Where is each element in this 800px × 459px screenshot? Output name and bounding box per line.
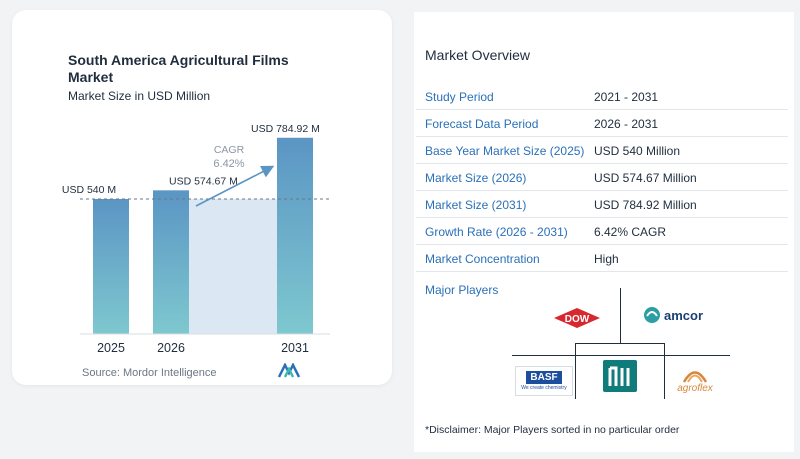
- bar-chart: USD 540 M USD 574.67 M USD 784.92 M 2025 202…: [62, 123, 330, 355]
- mordor-icon: [603, 360, 637, 392]
- dow-logo: DOW: [552, 306, 602, 330]
- x-tick-2025: 2025: [97, 341, 125, 355]
- overview-title: Market Overview: [425, 47, 531, 63]
- bar-2031: [277, 137, 313, 334]
- amcor-icon: [643, 307, 660, 323]
- data-label-2026: USD 574.67 M: [169, 175, 238, 187]
- x-tick-2026: 2026: [157, 341, 185, 355]
- dow-logo-text: DOW: [565, 314, 590, 325]
- agroflex-logo: agroflex: [668, 364, 722, 398]
- amcor-logo-text: amcor: [663, 307, 704, 323]
- source-text: Source: Mordor Intelligence: [82, 367, 217, 379]
- basf-tagline: We create chemistry: [521, 385, 567, 391]
- data-label-2031: USD 784.92 M: [251, 123, 320, 135]
- bar-2026: [153, 190, 189, 334]
- overview-row: Market Size (2026) USD 574.67 Million: [416, 165, 788, 191]
- disclaimer: *Disclaimer: Major Players sorted in no …: [425, 424, 680, 436]
- overview-row: Base Year Market Size (2025) USD 540 Mil…: [416, 138, 788, 164]
- chart-subtitle: Market Size in USD Million: [68, 89, 211, 103]
- data-label-2025: USD 540 M: [62, 184, 116, 196]
- x-tick-2031: 2031: [281, 341, 309, 355]
- basf-logo: BASF We create chemistry: [515, 366, 573, 396]
- overview-value: 2026 - 2031: [594, 117, 659, 131]
- overview-value: 2021 - 2031: [594, 90, 659, 104]
- dow-icon: DOW: [554, 308, 600, 328]
- overview-label: Market Concentration: [425, 252, 540, 266]
- cagr-arrow: [195, 165, 275, 207]
- overview-row: Market Size (2031) USD 784.92 Million: [416, 192, 788, 218]
- cagr-value: 6.42%: [213, 158, 244, 170]
- mordor-logo: [595, 358, 645, 394]
- agroflex-icon: [682, 370, 708, 383]
- overview-label: Base Year Market Size (2025): [425, 144, 585, 158]
- grid-divider: [575, 343, 576, 399]
- overview-value: High: [594, 252, 619, 266]
- cagr-label: CAGR: [214, 144, 245, 156]
- overview-row: Study Period 2021 - 2031: [416, 84, 788, 110]
- basf-logo-text: BASF: [526, 371, 562, 384]
- overview-label: Market Size (2026): [425, 171, 527, 185]
- overview-label: Forecast Data Period: [425, 117, 539, 131]
- overview-value: 6.42% CAGR: [594, 225, 667, 239]
- overview-value: USD 784.92 Million: [594, 198, 697, 212]
- overview-row: Forecast Data Period 2026 - 2031: [416, 111, 788, 137]
- overview-row: Market Concentration High: [416, 246, 788, 272]
- bar-2025: [93, 199, 129, 334]
- overview-label: Market Size (2031): [425, 198, 527, 212]
- amcor-logo: amcor: [640, 304, 706, 326]
- overview-value: USD 574.67 Million: [594, 171, 697, 185]
- chart-title: South America Agricultural Films Market: [68, 52, 289, 85]
- grid-divider: [512, 355, 730, 356]
- grid-divider: [620, 288, 621, 344]
- mordor-source-icon: [277, 363, 301, 378]
- grid-divider: [575, 343, 665, 344]
- cagr-region: [189, 199, 277, 334]
- players-title: Major Players: [425, 283, 499, 297]
- overview-label: Growth Rate (2026 - 2031): [425, 225, 568, 239]
- overview-label: Study Period: [425, 90, 494, 104]
- overview-row: Growth Rate (2026 - 2031) 6.42% CAGR: [416, 219, 788, 245]
- agroflex-logo-text: agroflex: [677, 382, 713, 394]
- grid-divider: [664, 343, 665, 399]
- overview-value: USD 540 Million: [594, 144, 681, 158]
